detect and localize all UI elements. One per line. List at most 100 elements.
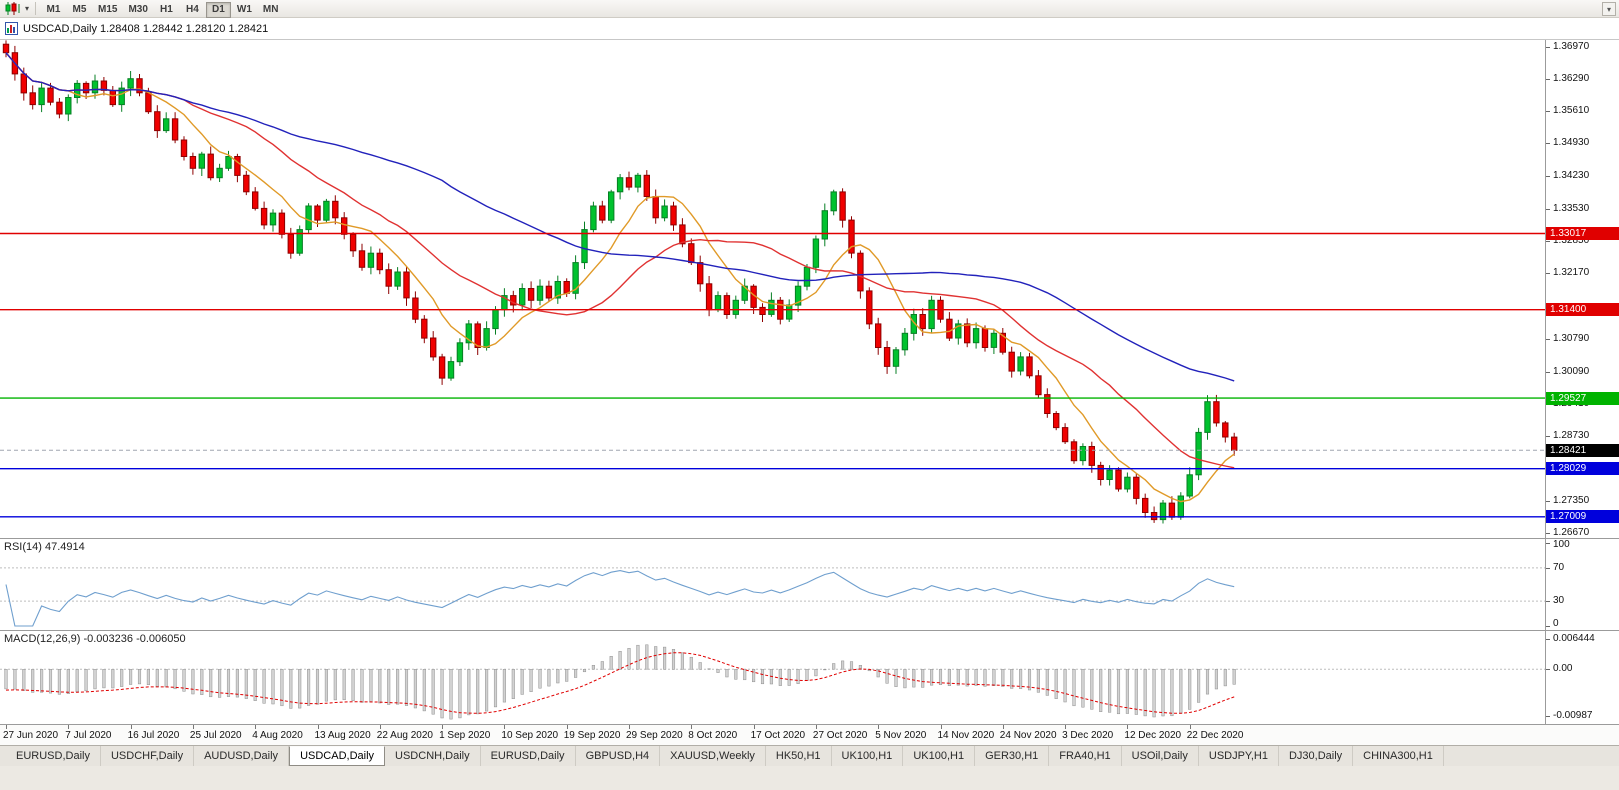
rsi-axis-tick	[1546, 601, 1550, 603]
date-label: 7 Jul 2020	[65, 730, 112, 741]
rsi-line	[5, 570, 1235, 627]
timeframe-button-h4[interactable]: H4	[180, 2, 205, 18]
price-axis[interactable]: 1.36970 1.36290 1.35610 1.34930 1.34230 1.335…	[1545, 40, 1619, 538]
date-tick	[504, 725, 506, 729]
date-tick	[6, 725, 7, 729]
chart-tab-usdcnh-daily-4[interactable]: USDCNH,Daily	[385, 746, 481, 766]
date-tick	[691, 725, 693, 729]
chart-tab-audusd-daily-2[interactable]: AUDUSD,Daily	[194, 746, 290, 766]
timeframe-toolbar: ▾ M1 M5 M15 M30 H1 H4 D1 W1 MN ▾	[0, 0, 1619, 18]
chart-tab-fra40-h1-12[interactable]: FRA40,H1	[1049, 746, 1122, 766]
macd-axis-label: -0.00987	[1553, 709, 1593, 721]
chart-tab-usdjpy-h1-14[interactable]: USDJPY,H1	[1199, 746, 1279, 766]
ma-line-50	[5, 52, 1235, 382]
chart-tab-dj30-daily-15[interactable]: DJ30,Daily	[1279, 746, 1354, 766]
candlestick-glyph	[5, 2, 20, 15]
macd-histogram	[4, 644, 1236, 720]
date-tick	[940, 725, 942, 729]
rsi-axis[interactable]: 100 70 30 0	[1545, 539, 1619, 630]
date-tick	[753, 725, 755, 729]
price-axis-tick	[1546, 79, 1550, 81]
time-axis-separator	[0, 724, 1619, 725]
price-axis-label: 1.30090	[1553, 365, 1590, 377]
chart-caption-bar: USDCAD,Daily 1.28408 1.28442 1.28120 1.2…	[0, 18, 1619, 40]
chart-tab-xauusd-weekly-7[interactable]: XAUUSD,Weekly	[660, 746, 766, 766]
date-label: 27 Oct 2020	[812, 730, 868, 741]
main-chart-area[interactable]	[0, 40, 1545, 538]
price-axis-tick	[1546, 532, 1550, 534]
chart-type-icon[interactable]	[4, 2, 22, 16]
chart-tab-eurusd-daily-0[interactable]: EURUSD,Daily	[6, 746, 101, 766]
chart-tab-eurusd-daily-5[interactable]: EURUSD,Daily	[481, 746, 576, 766]
panel-separator-rsi[interactable]	[0, 538, 1619, 539]
hline-badge-1.31400: 1.31400	[1546, 303, 1619, 317]
price-axis-label: 1.36290	[1553, 73, 1590, 85]
price-axis-tick	[1546, 241, 1550, 243]
macd-axis-label: 0.006444	[1553, 633, 1595, 644]
timeframe-button-mn[interactable]: MN	[258, 2, 284, 18]
price-axis-tick	[1546, 176, 1550, 178]
rsi-axis-tick	[1546, 567, 1550, 569]
price-axis-label: 1.34930	[1553, 137, 1590, 149]
chart-window-icon	[5, 22, 18, 35]
rsi-panel[interactable]	[0, 539, 1545, 630]
candlestick-chart-svg	[0, 40, 1545, 524]
chart-tab-uk100-h1-9[interactable]: UK100,H1	[832, 746, 904, 766]
timeframe-button-m5[interactable]: M5	[67, 2, 92, 18]
date-tick	[317, 725, 319, 729]
price-axis-tick	[1546, 435, 1550, 437]
date-tick	[566, 725, 568, 729]
date-tick	[1002, 725, 1004, 729]
timeframe-button-m30[interactable]: M30	[123, 2, 152, 18]
date-tick	[1127, 725, 1129, 729]
date-label: 4 Aug 2020	[252, 730, 303, 741]
macd-signal-line	[5, 652, 1235, 714]
price-axis-tick	[1546, 209, 1550, 211]
date-label: 27 Jun 2020	[3, 730, 59, 741]
chart-tab-ger30-h1-11[interactable]: GER30,H1	[975, 746, 1050, 766]
date-tick	[1065, 725, 1067, 729]
timeframe-button-m1[interactable]: M1	[41, 2, 66, 18]
chart-tab-usoil-daily-13[interactable]: USOil,Daily	[1122, 746, 1199, 766]
timeframe-button-h1[interactable]: H1	[154, 2, 179, 18]
panel-separator-macd[interactable]	[0, 630, 1619, 631]
chart-tab-usdchf-daily-1[interactable]: USDCHF,Daily	[101, 746, 195, 766]
date-label: 12 Dec 2020	[1124, 730, 1182, 741]
date-label: 8 Oct 2020	[688, 730, 738, 741]
date-label: 29 Sep 2020	[626, 730, 683, 741]
chart-tab-gbpusd-h4-6[interactable]: GBPUSD,H4	[576, 746, 661, 766]
date-tick	[1189, 725, 1191, 729]
date-label: 19 Sep 2020	[563, 730, 621, 741]
chart-tab-uk100-h1-10[interactable]: UK100,H1	[903, 746, 976, 766]
date-label: 22 Aug 2020	[376, 730, 433, 741]
ma-line-8	[5, 52, 1235, 503]
date-tick	[130, 725, 132, 729]
macd-panel[interactable]	[0, 631, 1545, 724]
macd-label: MACD(12,26,9) -0.003236 -0.006050	[4, 633, 186, 645]
timeframe-button-w1[interactable]: W1	[232, 2, 257, 18]
chart-tab-hk50-h1-8[interactable]: HK50,H1	[766, 746, 832, 766]
time-axis[interactable]: 27 Jun 2020 7 Jul 2020 16 Jul 2020 25 Jul 2…	[0, 725, 1619, 745]
price-axis-tick	[1546, 47, 1550, 49]
price-axis-tick	[1546, 338, 1550, 340]
rsi-chart-svg	[0, 567, 1545, 627]
chart-tab-usdcad-daily-3[interactable]: USDCAD,Daily	[289, 746, 386, 766]
timeframe-button-m15[interactable]: M15	[93, 2, 122, 18]
price-axis-label: 1.28730	[1553, 429, 1590, 441]
status-strip	[0, 766, 1619, 790]
chart-tab-china300-h1-16[interactable]: CHINA300,H1	[1353, 746, 1444, 766]
price-axis-label: 1.34230	[1553, 170, 1590, 182]
macd-axis[interactable]: 0.006444 0.00 -0.00987	[1545, 631, 1619, 724]
date-label: 5 Nov 2020	[875, 730, 927, 741]
date-tick	[68, 725, 70, 729]
toolbar-overflow-button[interactable]: ▾	[1602, 2, 1616, 16]
hline-badge-1.33017: 1.33017	[1546, 227, 1619, 240]
toolbar-separator	[35, 2, 36, 15]
timeframe-button-d1[interactable]: D1	[205, 1, 231, 18]
chart-type-dropdown-icon[interactable]: ▾	[24, 4, 29, 13]
horizontal-level-lines[interactable]	[0, 232, 1545, 518]
date-tick	[629, 725, 630, 729]
rsi-axis-tick	[1546, 543, 1550, 544]
macd-chart-svg	[0, 644, 1545, 720]
